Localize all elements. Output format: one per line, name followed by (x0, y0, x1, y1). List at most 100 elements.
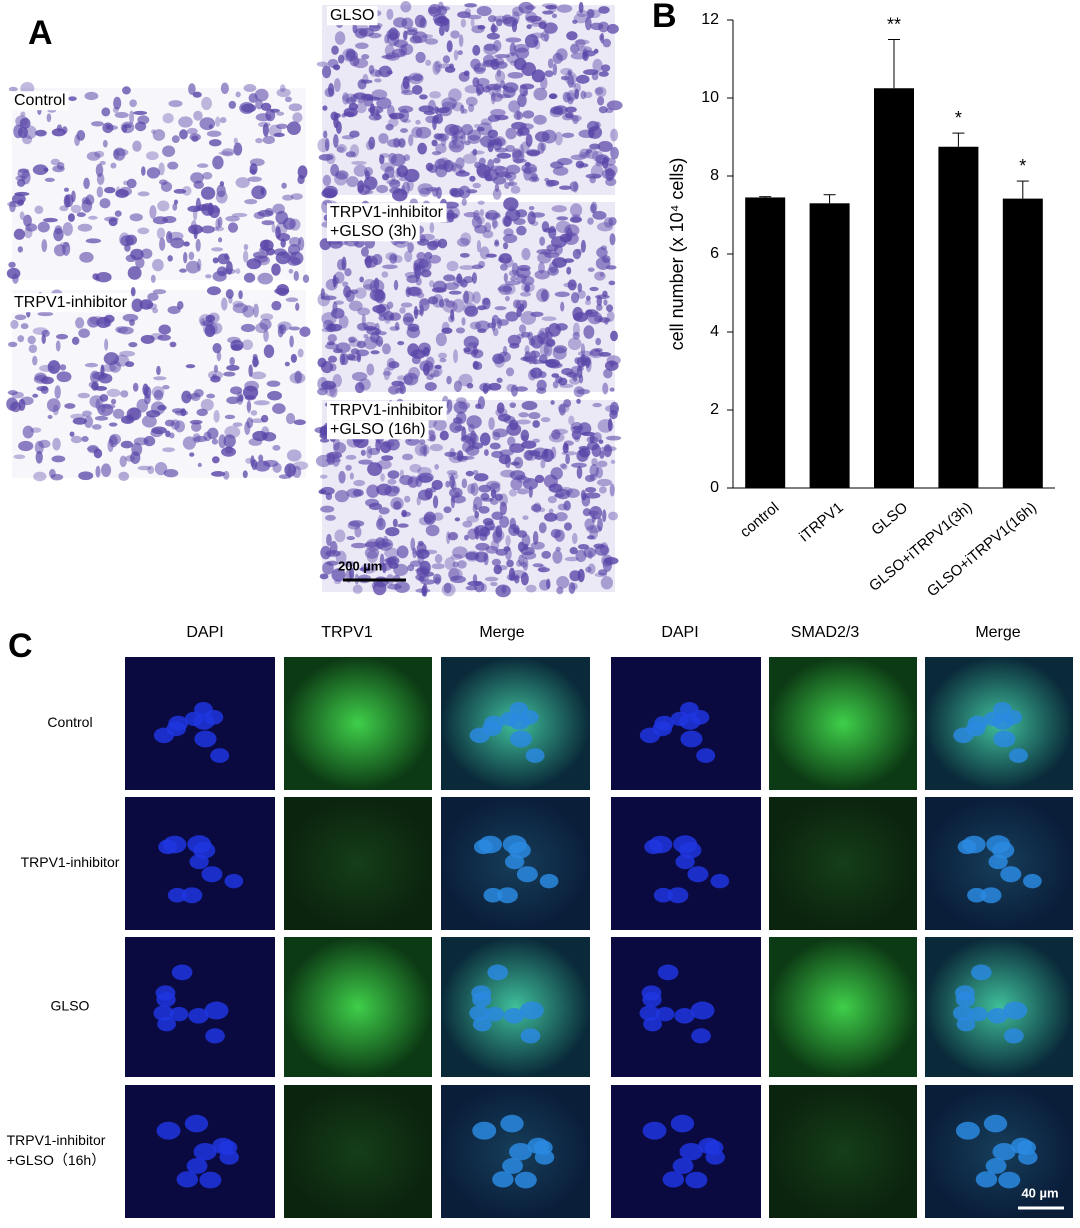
nucleus (1003, 1028, 1024, 1044)
cell-blob (349, 472, 354, 480)
cell-blob (120, 440, 133, 449)
cell-blob (432, 280, 447, 293)
cell-blob (345, 464, 352, 471)
fluorescence-image (284, 937, 432, 1077)
cell-blob (517, 264, 531, 272)
cell-blob (183, 241, 190, 247)
cell-blob (200, 317, 206, 327)
cell-blob (446, 375, 452, 385)
cell-blob (162, 113, 174, 124)
cell-blob (327, 333, 337, 343)
cell-blob (497, 286, 513, 292)
cell-blob (476, 239, 482, 253)
cell-blob (567, 73, 575, 88)
cell-blob (171, 408, 185, 414)
cell-blob (423, 511, 436, 525)
label-bg (327, 401, 447, 421)
cell-blob (526, 24, 532, 30)
cell-blob (594, 348, 603, 353)
cell-blob (596, 247, 608, 258)
cell-blob (411, 126, 423, 138)
cell-blob (238, 290, 243, 300)
cell-blob (286, 121, 301, 135)
cell-blob (364, 166, 373, 177)
image-bg (769, 937, 917, 1077)
cell-blob (369, 288, 385, 302)
cell-blob (548, 5, 557, 13)
cell-blob (469, 175, 476, 182)
cell-blob (455, 327, 466, 334)
cell-blob (242, 250, 249, 263)
nucleus (181, 887, 203, 904)
cell-blob (282, 217, 296, 230)
cell-blob (589, 143, 601, 150)
cell-blob (78, 471, 94, 481)
cell-blob (559, 486, 573, 495)
cell-blob (508, 206, 515, 212)
cell-blob (485, 545, 499, 554)
cell-blob (342, 48, 356, 62)
cell-blob (521, 400, 538, 411)
cell-blob (371, 253, 383, 265)
cell-blob (371, 89, 388, 100)
column-header: TRPV1 (321, 624, 373, 641)
cell-blob (556, 4, 573, 13)
fluorescence-image (769, 1085, 917, 1218)
cell-blob (446, 470, 458, 476)
cell-blob (56, 333, 69, 340)
cell-blob (182, 436, 197, 450)
cell-blob (541, 221, 550, 232)
cell-blob (271, 223, 276, 233)
cell-blob (101, 463, 112, 477)
cell-blob (466, 415, 482, 429)
cell-blob (603, 556, 619, 565)
cell-blob (244, 421, 251, 436)
cell-blob (451, 161, 457, 172)
cell-blob (252, 359, 260, 366)
cell-blob (437, 5, 448, 16)
cell-blob (24, 227, 33, 239)
cell-blob (563, 258, 575, 263)
cell-blob (532, 531, 539, 545)
cell-blob (467, 528, 479, 540)
nucleus (679, 1143, 703, 1161)
cell-blob (272, 203, 285, 215)
cell-blob (217, 216, 223, 228)
cell-blob (409, 35, 423, 44)
cell-blob (128, 341, 138, 348)
cell-blob (478, 506, 490, 514)
cell-blob (18, 168, 30, 173)
cell-blob (259, 318, 272, 330)
cell-blob (460, 133, 466, 144)
cell-blob (129, 213, 143, 222)
cell-blob (67, 213, 75, 222)
cell-blob (322, 561, 334, 575)
cell-blob (17, 335, 25, 343)
cell-blob (213, 410, 220, 423)
cell-blob (609, 387, 615, 392)
cell-blob (17, 246, 23, 253)
cell-blob (233, 142, 243, 156)
cell-blob (370, 350, 380, 355)
cell-blob (244, 395, 256, 401)
nucleus (219, 1149, 239, 1165)
cell-blob (92, 273, 99, 280)
cell-blob (587, 217, 594, 225)
cell-blob (50, 158, 60, 166)
cell-blob (513, 43, 530, 53)
cell-blob (485, 212, 501, 220)
cell-blob (431, 563, 445, 570)
cell-blob (504, 258, 514, 268)
cell-blob (122, 313, 139, 322)
cell-blob (461, 124, 474, 136)
cell-blob (556, 576, 570, 589)
cell-blob (52, 404, 59, 416)
cell-blob (232, 422, 243, 427)
cell-blob (329, 540, 338, 555)
nucleus (975, 1171, 998, 1188)
fluorescence-image (284, 657, 432, 790)
fluorescence-image (769, 657, 917, 790)
cell-blob (538, 332, 550, 340)
cell-blob (167, 255, 173, 262)
cell-blob (360, 449, 366, 456)
